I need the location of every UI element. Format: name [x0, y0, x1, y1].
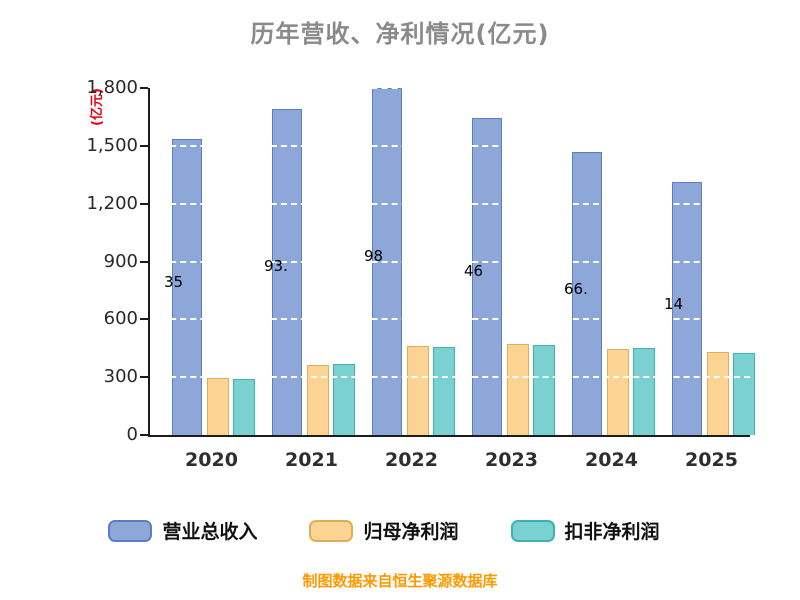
bar-cluster [472, 117, 555, 435]
y-axis-tick [140, 202, 148, 205]
legend-swatch-total-revenue [108, 519, 153, 542]
bar-group-2024: 66. [550, 88, 655, 435]
bar-net-profit-attributable-2020 [207, 378, 229, 435]
y-axis-tick-label: 900 [103, 250, 138, 272]
bar-cluster [372, 88, 455, 435]
legend-label-non-recurring-net-profit: 扣非净利润 [564, 521, 660, 543]
y-axis-tick [140, 260, 148, 263]
bar-value-label: 14 [664, 295, 684, 314]
bar-group-2020: 35 [150, 88, 255, 435]
x-axis-label-2022: 2022 [385, 449, 438, 471]
bar-non-recurring-net-profit-2025 [733, 352, 755, 435]
bar-net-profit-attributable-2023 [507, 344, 529, 435]
plot-area: 35 93. 98 46 66. 14 [148, 87, 755, 437]
bar-total-revenue-2021 [272, 108, 302, 435]
y-axis-tick-label: 600 [103, 308, 138, 330]
y-axis-tick-label: 1,200 [86, 192, 138, 214]
bar-group-2025: 14 [650, 88, 755, 435]
bar-cluster [572, 152, 655, 435]
y-axis-tick [140, 434, 148, 436]
bar-group-2023: 46 [450, 88, 555, 435]
bar-groups: 35 93. 98 46 66. 14 [150, 88, 755, 435]
legend-item-net-profit-attributable: 归母净利润 [309, 517, 459, 544]
y-axis-tick-label: 0 [126, 424, 138, 445]
bar-total-revenue-2020 [172, 139, 202, 435]
bar-cluster [672, 181, 755, 435]
bar-total-revenue-2023 [472, 117, 502, 435]
y-axis-tick-label: 1,500 [86, 134, 138, 156]
x-axis-label-2023: 2023 [485, 449, 538, 471]
bar-value-label: 66. [564, 280, 588, 299]
legend-swatch-non-recurring-net-profit [510, 519, 555, 542]
legend: 营业总收入 归母净利润 扣非净利润 [0, 517, 784, 544]
bar-non-recurring-net-profit-2023 [533, 344, 555, 435]
legend-item-total-revenue: 营业总收入 [108, 517, 257, 544]
chart-title: 历年营收、净利情况(亿元) [250, 20, 550, 48]
bar-net-profit-attributable-2022 [407, 346, 429, 435]
bar-group-2022: 98 [350, 88, 455, 435]
bar-value-label: 93. [264, 257, 288, 276]
bar-net-profit-attributable-2024 [607, 349, 629, 435]
bar-value-label: 98 [364, 246, 384, 265]
legend-label-total-revenue: 营业总收入 [162, 521, 258, 543]
y-axis-tick [140, 87, 148, 89]
y-axis-tick [140, 318, 148, 321]
bar-total-revenue-2024 [572, 152, 602, 435]
bar-cluster [172, 139, 255, 435]
y-axis-tick-label: 1,800 [86, 77, 138, 98]
bar-total-revenue-2025 [672, 181, 702, 435]
bar-value-label: 35 [164, 273, 184, 292]
bar-non-recurring-net-profit-2020 [233, 378, 255, 435]
x-axis-label-2025: 2025 [685, 449, 738, 471]
bar-value-label: 46 [464, 262, 484, 280]
bar-cluster [272, 108, 355, 435]
x-axis-label-2021: 2021 [285, 449, 338, 471]
bar-non-recurring-net-profit-2022 [433, 346, 455, 435]
legend-label-net-profit-attributable: 归母净利润 [363, 521, 459, 543]
legend-swatch-net-profit-attributable [309, 519, 354, 542]
bar-group-2021: 93. [250, 88, 355, 435]
x-axis-label-2024: 2024 [585, 449, 638, 471]
bar-non-recurring-net-profit-2024 [633, 347, 655, 435]
legend-item-non-recurring-net-profit: 扣非净利润 [510, 517, 660, 544]
data-source-note: 制图数据来自恒生聚源数据库 [302, 572, 498, 590]
bar-net-profit-attributable-2021 [307, 364, 329, 435]
bar-non-recurring-net-profit-2021 [333, 364, 355, 435]
bar-net-profit-attributable-2025 [707, 352, 729, 435]
y-axis-tick [140, 376, 148, 379]
x-axis-label-2020: 2020 [185, 449, 238, 471]
y-axis-tick-label: 300 [103, 366, 138, 388]
y-axis-tick [140, 144, 148, 147]
